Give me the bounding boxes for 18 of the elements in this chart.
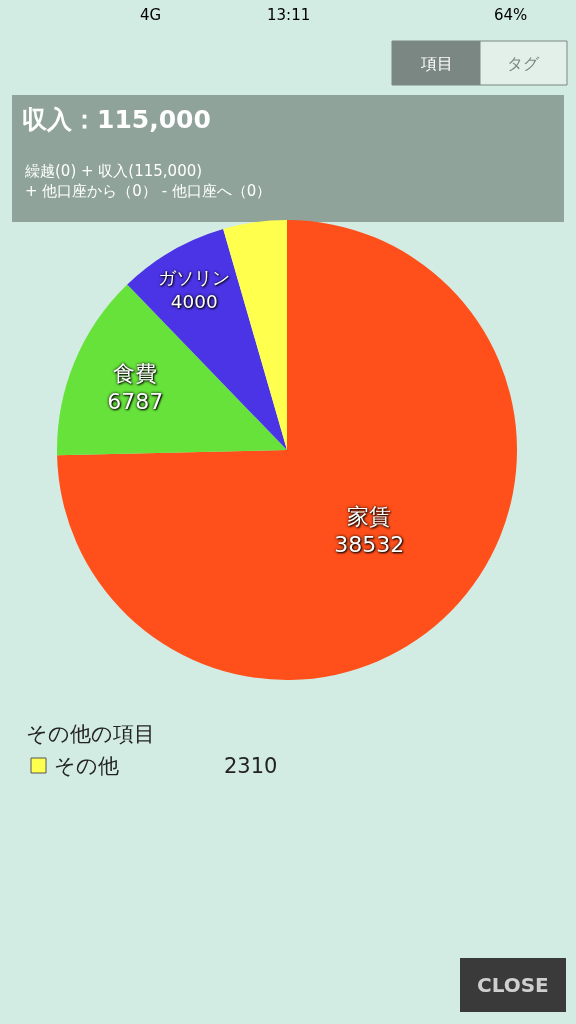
chart-subtitle: 繰越(0) + 収入(115,000) + 他口座から（0） - 他口座へ（0） xyxy=(24,162,272,200)
text: タグ xyxy=(507,54,540,73)
slice-label: 食費 xyxy=(113,360,158,386)
slice-label: ガソリン xyxy=(158,266,231,288)
pie-slice xyxy=(57,220,517,680)
data-label: 6787 xyxy=(107,389,164,415)
data-label: 4000 xyxy=(170,290,218,312)
legend-label: その他 xyxy=(54,754,119,778)
slice-label: 家賃 xyxy=(347,503,392,529)
text: CLOSE xyxy=(477,973,549,997)
text: 4G xyxy=(140,6,162,24)
chart-title: 収入：115,000 xyxy=(22,104,211,134)
text: 13:11 xyxy=(267,6,311,24)
text: 64% xyxy=(494,6,528,24)
text: 項目 xyxy=(420,54,453,73)
data-label: 38532 xyxy=(334,532,405,558)
data-label: 2310 xyxy=(224,754,278,778)
legend-title: その他の項目 xyxy=(26,722,155,746)
